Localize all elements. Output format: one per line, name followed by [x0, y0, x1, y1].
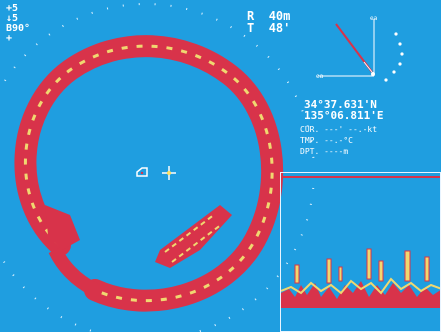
tilt-label: T	[247, 21, 255, 35]
fish-echoes	[294, 248, 430, 284]
current-readout: CUR. ---' --.-kt	[300, 125, 378, 134]
position-readout: 34°37.631'N 135°06.811'E	[304, 99, 383, 121]
tilt-down: ↓5	[6, 13, 19, 24]
echo-sounder-panel[interactable]	[280, 172, 441, 332]
seabed-echo	[281, 277, 440, 308]
cross-cursor-icon	[162, 166, 176, 180]
latitude: 34°37.631'N	[304, 98, 377, 111]
depth-readout: DPT. ----m	[300, 147, 349, 156]
range-value: 40m	[268, 9, 291, 23]
vessel-marker-icon	[136, 167, 148, 177]
tilt-indicator: +5 ↓5 B90° +	[6, 4, 30, 44]
echo-ring	[14, 35, 284, 312]
marker: +	[6, 33, 13, 44]
tilt-value: 48'	[268, 21, 291, 35]
sensor-readouts: CUR. ---' --.-kt TMP. --.-°C DPT. ----m	[300, 124, 377, 157]
temperature-readout: TMP. --.-°C	[300, 136, 353, 145]
tilt-up: +5	[6, 3, 19, 14]
bearing: B90°	[6, 23, 31, 34]
sw-mark: ea	[316, 73, 324, 80]
heading-plot: ea ea	[316, 15, 404, 82]
longitude: 135°06.811'E	[304, 109, 384, 122]
range-label: R	[247, 9, 255, 23]
north-mark: ea	[370, 15, 378, 22]
range-readout: R 40m T 48'	[247, 10, 290, 34]
